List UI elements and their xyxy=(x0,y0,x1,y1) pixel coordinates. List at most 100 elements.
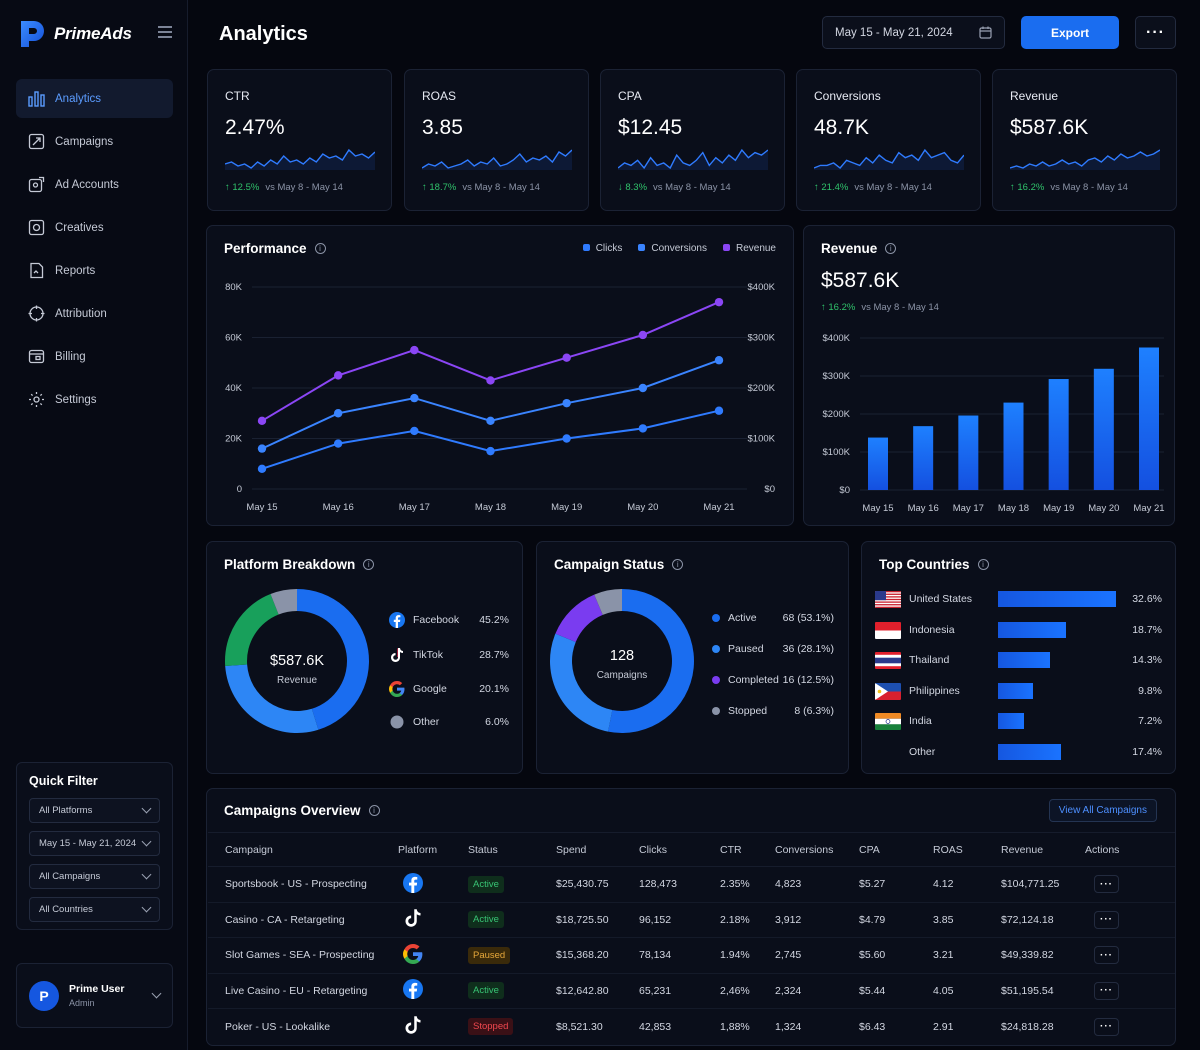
data-point-conversions[interactable] xyxy=(562,398,571,408)
view-all-campaigns-button[interactable]: View All Campaigns xyxy=(1048,799,1157,822)
country-row[interactable]: India 7.2% xyxy=(875,711,1162,731)
donut-slice-completed[interactable] xyxy=(555,594,603,643)
donut-slice-stopped[interactable] xyxy=(594,589,622,615)
column-header-status[interactable]: Status xyxy=(468,832,556,867)
column-header-platform[interactable]: Platform xyxy=(398,832,468,867)
data-point-clicks[interactable] xyxy=(714,406,724,415)
kpi-card-revenue: Revenue $587.6K ↑ 16.2% vs May 8 - May 14 xyxy=(992,69,1177,211)
more-options-button[interactable]: ··· xyxy=(1135,16,1176,49)
revenue-bar[interactable] xyxy=(913,426,934,490)
info-icon[interactable]: i xyxy=(977,559,989,570)
column-header-campaign[interactable]: Campaign xyxy=(208,832,398,867)
platform-filter-select[interactable]: All Platforms xyxy=(29,798,160,823)
data-point-conversions[interactable] xyxy=(638,383,648,393)
donut-slice-tiktok[interactable] xyxy=(225,664,319,733)
sidebar-item-reports[interactable]: Reports xyxy=(16,251,173,290)
data-point-revenue[interactable] xyxy=(714,297,724,307)
google-icon xyxy=(403,943,423,964)
country-filter-select[interactable]: All Countries xyxy=(29,897,160,922)
data-point-revenue[interactable] xyxy=(410,345,419,355)
sidebar-item-analytics[interactable]: Analytics xyxy=(16,79,173,118)
country-row[interactable]: Thailand 14.3% xyxy=(875,650,1162,670)
table-row[interactable]: Casino - CA - Retargeting Active $18,725.5… xyxy=(208,902,1175,938)
info-icon[interactable]: i xyxy=(368,805,380,816)
kpi-delta-value: ↑ 18.7% xyxy=(422,182,457,193)
cell-conversions: 2,745 xyxy=(775,937,859,974)
user-menu[interactable]: P Prime User Admin xyxy=(16,963,173,1028)
data-point-clicks[interactable] xyxy=(257,464,267,473)
data-point-clicks[interactable] xyxy=(410,426,419,436)
data-point-conversions[interactable] xyxy=(714,356,724,365)
country-row[interactable]: Indonesia 18.7% xyxy=(875,620,1162,640)
sidebar-item-attribution[interactable]: Attribution xyxy=(16,294,173,333)
sidebar-item-campaigns[interactable]: Campaigns xyxy=(16,122,173,161)
column-header-conversions[interactable]: Conversions xyxy=(775,832,859,867)
kpi-sparkline xyxy=(814,148,964,170)
data-point-clicks[interactable] xyxy=(486,446,495,456)
data-point-conversions[interactable] xyxy=(486,416,495,426)
hamburger-menu-icon[interactable] xyxy=(158,26,172,38)
data-point-revenue[interactable] xyxy=(638,330,648,340)
column-header-clicks[interactable]: Clicks xyxy=(639,832,720,867)
data-point-revenue[interactable] xyxy=(486,376,495,385)
data-point-revenue[interactable] xyxy=(333,371,343,380)
revenue-bar[interactable] xyxy=(1048,379,1069,490)
row-actions-button[interactable]: ··· xyxy=(1094,946,1119,965)
donut-slice-other[interactable] xyxy=(270,589,297,615)
export-button[interactable]: Export xyxy=(1021,16,1119,49)
donut-slice-paused[interactable] xyxy=(550,633,613,732)
donut-slice-google[interactable] xyxy=(225,594,279,666)
row-actions-button[interactable]: ··· xyxy=(1094,910,1119,929)
sidebar-item-ad-accounts[interactable]: Ad Accounts xyxy=(16,165,173,204)
donut-slice-active[interactable] xyxy=(608,589,694,733)
column-header-revenue[interactable]: Revenue xyxy=(1001,832,1085,867)
country-row[interactable]: Philippines 9.8% xyxy=(875,681,1162,701)
column-header-actions[interactable]: Actions xyxy=(1085,832,1175,867)
revenue-bar[interactable] xyxy=(1093,368,1114,490)
revenue-bar[interactable] xyxy=(958,415,979,490)
date-range-picker[interactable]: May 15 - May 21, 2024 xyxy=(822,16,1005,49)
table-row[interactable]: Poker - US - Lookalike Stopped $8,521.30 42… xyxy=(208,1009,1175,1045)
donut-slice-facebook[interactable] xyxy=(297,589,369,730)
logo[interactable]: PrimeAds xyxy=(18,19,132,49)
info-icon[interactable]: i xyxy=(314,243,326,254)
data-point-clicks[interactable] xyxy=(333,439,343,448)
column-header-spend[interactable]: Spend xyxy=(556,832,639,867)
date-range-value: May 15 - May 21, 2024 xyxy=(835,26,953,39)
table-row[interactable]: Live Casino - EU - Retargeting Active $12,… xyxy=(208,973,1175,1009)
column-header-ctr[interactable]: CTR xyxy=(720,832,775,867)
info-icon[interactable]: i xyxy=(363,559,375,570)
data-point-conversions[interactable] xyxy=(257,444,267,453)
info-icon[interactable]: i xyxy=(672,559,684,570)
country-name: Thailand xyxy=(909,654,950,666)
data-point-clicks[interactable] xyxy=(562,434,571,443)
sidebar-item-settings[interactable]: Settings xyxy=(16,380,173,419)
revenue-bar[interactable] xyxy=(1139,347,1159,491)
data-point-clicks[interactable] xyxy=(638,424,648,433)
info-icon[interactable]: i xyxy=(885,243,897,254)
table-row[interactable]: Slot Games - SEA - Prospecting Paused $15,… xyxy=(208,937,1175,974)
data-point-revenue[interactable] xyxy=(257,416,267,426)
revenue-bar[interactable] xyxy=(1003,402,1024,490)
row-actions-button[interactable]: ··· xyxy=(1094,981,1119,1000)
legend-item-conversions[interactable]: Conversions xyxy=(638,243,707,254)
column-header-cpa[interactable]: CPA xyxy=(859,832,933,867)
data-point-conversions[interactable] xyxy=(333,409,343,418)
country-row[interactable]: Other 17.4% xyxy=(875,742,1162,762)
country-row[interactable]: United States 32.6% xyxy=(875,589,1162,609)
campaign-filter-select[interactable]: All Campaigns xyxy=(29,864,160,889)
row-actions-button[interactable]: ··· xyxy=(1094,1017,1119,1036)
table-row[interactable]: Sportsbook - US - Prospecting Active $25,4… xyxy=(208,866,1175,903)
sidebar-item-billing[interactable]: Billing xyxy=(16,337,173,376)
country-pct: 32.6% xyxy=(1132,593,1162,605)
y-tick-label: $0 xyxy=(839,485,850,496)
legend-item-clicks[interactable]: Clicks xyxy=(582,243,622,254)
row-actions-button[interactable]: ··· xyxy=(1094,875,1119,894)
data-point-revenue[interactable] xyxy=(562,353,571,362)
sidebar-item-creatives[interactable]: Creatives xyxy=(16,208,173,247)
legend-item-revenue[interactable]: Revenue xyxy=(722,243,776,254)
date-filter-select[interactable]: May 15 - May 21, 2024 xyxy=(29,831,160,856)
column-header-roas[interactable]: ROAS xyxy=(933,832,1001,867)
data-point-conversions[interactable] xyxy=(410,393,419,403)
revenue-bar[interactable] xyxy=(868,437,888,490)
